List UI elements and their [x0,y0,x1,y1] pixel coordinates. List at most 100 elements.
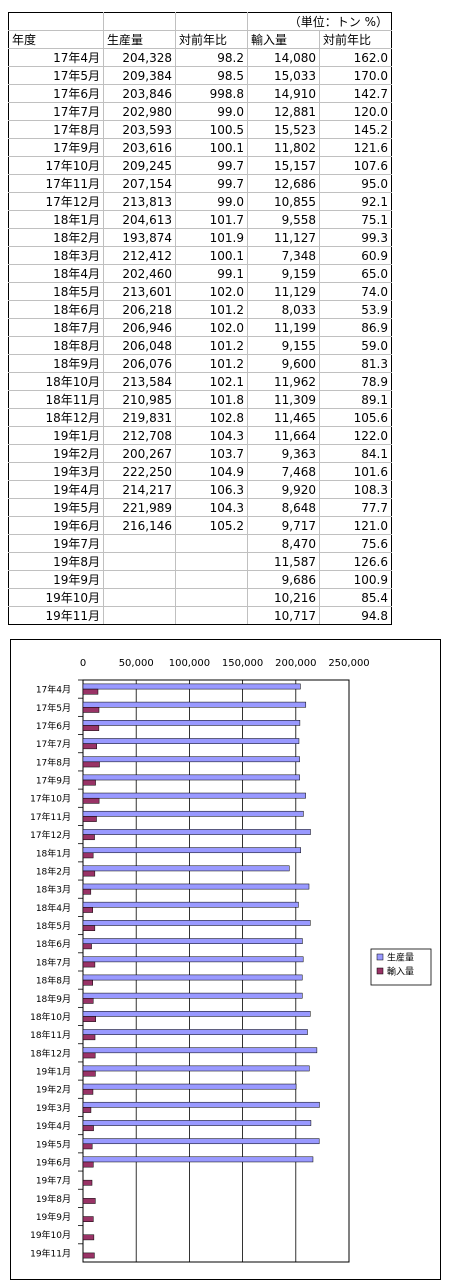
value-cell: 102.8 [175,408,248,427]
table-row: 18年12月 219,831 102.8 11,465 105.6 [8,408,392,427]
bar-production [82,792,306,799]
y-category-label: 17年11月 [30,811,71,823]
y-category-label: 18年3月 [36,884,71,896]
value-cell: 104.3 [175,498,248,517]
value-cell: 78.9 [319,372,392,391]
month-cell: 18年3月 [8,246,104,265]
y-category-label: 18年5月 [36,920,71,932]
value-cell [175,588,248,607]
bar-import [82,1179,93,1186]
y-category-label: 18年11月 [30,1029,71,1041]
y-category-label: 19年7月 [36,1175,71,1187]
bar-production [82,1047,318,1054]
value-cell: 214,217 [103,480,176,499]
table-row: 19年5月 221,989 104.3 8,648 77.7 [8,498,392,517]
bar-import [82,1234,95,1241]
value-cell: 101.7 [175,210,248,229]
bar-import [82,870,96,877]
value-cell: 222,250 [103,462,176,481]
y-category-label: 19年2月 [36,1084,71,1096]
y-category-label: 17年8月 [36,756,71,768]
bar-import [82,743,97,750]
y-category-label: 19年11月 [30,1247,71,1259]
bar-import [82,1125,94,1132]
y-category-label: 18年7月 [36,956,71,968]
column-header: 対前年比 [175,30,248,49]
bar-import [82,707,100,713]
table-row: 19年6月 216,146 105.2 9,717 121.0 [8,516,392,535]
value-cell: 101.2 [175,336,248,355]
value-cell: 162.0 [319,48,392,67]
table-row: 17年5月 209,384 98.5 15,033 170.0 [8,66,392,85]
value-cell: 100.1 [175,138,248,157]
month-cell: 17年5月 [8,66,104,85]
value-cell: 101.2 [175,354,248,373]
bar-import [82,1088,94,1095]
table-row: 18年9月 206,076 101.2 9,600 81.3 [8,354,392,373]
value-cell: 98.2 [175,48,248,67]
value-cell: 203,593 [103,120,176,139]
table-row: 19年8月 11,587 126.6 [8,552,392,571]
table-row: 19年2月 200,267 103.7 9,363 84.1 [8,444,392,463]
month-cell: 17年11月 [8,174,104,193]
value-cell: 11,587 [247,552,320,571]
value-cell: 99.7 [175,174,248,193]
legend-label: 輸入量 [387,966,414,978]
value-cell: 104.3 [175,426,248,445]
table-row: 19年1月 212,708 104.3 11,664 122.0 [8,426,392,445]
value-cell: 8,470 [247,534,320,553]
value-cell: 204,613 [103,210,176,229]
month-cell: 19年6月 [8,516,104,535]
value-cell: 206,218 [103,300,176,319]
value-cell: 202,980 [103,102,176,121]
value-cell: 106.3 [175,480,248,499]
value-cell: 65.0 [319,264,392,283]
month-cell: 19年3月 [8,462,104,481]
plot-area [82,679,350,1263]
bar-import [82,1034,96,1041]
value-cell: 203,616 [103,138,176,157]
bar-import [82,834,95,841]
value-cell: 11,199 [247,318,320,337]
table-row: 18年2月 193,874 101.9 11,127 99.3 [8,228,392,247]
x-tick-label: 50,000 [119,658,154,669]
month-cell: 18年12月 [8,408,104,427]
legend-swatch [376,953,384,961]
value-cell: 204,328 [103,48,176,67]
value-cell: 9,155 [247,336,320,355]
production-import-table: （単位：トン %） 年度 生産量 対前年比 輸入量 対前年比 17年4月 204,328 98.… [8,12,392,625]
month-cell: 18年10月 [8,372,104,391]
y-category-label: 19年8月 [36,1193,71,1205]
x-tick-label: 150,000 [222,658,263,669]
value-cell [103,570,176,589]
x-tick-label: 0 [80,658,86,669]
bar-production [82,1083,297,1090]
month-cell: 18年11月 [8,390,104,409]
value-cell: 9,558 [247,210,320,229]
value-cell: 15,157 [247,156,320,175]
y-category-label: 17年4月 [36,684,71,696]
value-cell: 99.1 [175,264,248,283]
value-cell: 59.0 [319,336,392,355]
value-cell: 9,159 [247,264,320,283]
value-cell: 213,813 [103,192,176,211]
value-cell: 95.0 [319,174,392,193]
bar-production [82,883,310,890]
y-category-label: 18年9月 [36,993,71,1005]
value-cell: 9,686 [247,570,320,589]
bar-import [82,961,96,968]
table-row: 19年3月 222,250 104.9 7,468 101.6 [8,462,392,481]
value-cell: 206,048 [103,336,176,355]
value-cell: 77.7 [319,498,392,517]
bar-import [82,779,96,786]
y-category-label: 19年4月 [36,1120,71,1132]
bar-production [82,756,300,763]
table-row: 18年8月 206,048 101.2 9,155 59.0 [8,336,392,355]
bar-import [82,907,93,913]
value-cell: 107.6 [319,156,392,175]
legend-label: 生産量 [387,952,414,964]
value-cell: 100.1 [175,246,248,265]
month-cell: 18年4月 [8,264,104,283]
table-row: 18年1月 204,613 101.7 9,558 75.1 [8,210,392,229]
value-cell: 15,033 [247,66,320,85]
